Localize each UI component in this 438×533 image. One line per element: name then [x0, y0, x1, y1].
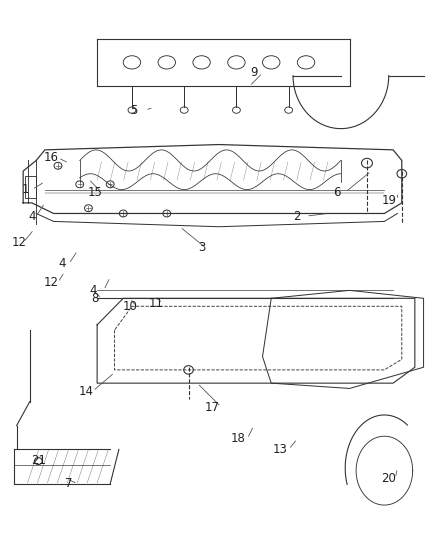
Text: 4: 4 — [59, 257, 66, 270]
Text: 21: 21 — [31, 454, 46, 466]
Text: 16: 16 — [44, 151, 59, 164]
Text: 10: 10 — [122, 300, 137, 313]
Text: 14: 14 — [79, 385, 94, 398]
Text: 12: 12 — [11, 236, 26, 249]
Text: 4: 4 — [89, 284, 96, 297]
Text: 18: 18 — [231, 432, 246, 446]
Text: 12: 12 — [44, 276, 59, 289]
Text: 9: 9 — [250, 67, 258, 79]
Text: 5: 5 — [131, 103, 138, 117]
Text: 3: 3 — [198, 241, 205, 254]
Text: 19: 19 — [381, 193, 396, 207]
Text: 11: 11 — [148, 297, 163, 310]
Text: 6: 6 — [333, 186, 340, 199]
Bar — [25, 176, 36, 198]
Text: 15: 15 — [88, 186, 102, 199]
Text: 17: 17 — [205, 400, 220, 414]
Text: 1: 1 — [21, 183, 29, 196]
Text: 13: 13 — [272, 443, 287, 456]
Text: 2: 2 — [293, 209, 301, 223]
Text: 4: 4 — [28, 209, 35, 223]
Text: 20: 20 — [381, 472, 396, 485]
Text: 8: 8 — [91, 292, 99, 305]
Text: 7: 7 — [65, 478, 73, 490]
